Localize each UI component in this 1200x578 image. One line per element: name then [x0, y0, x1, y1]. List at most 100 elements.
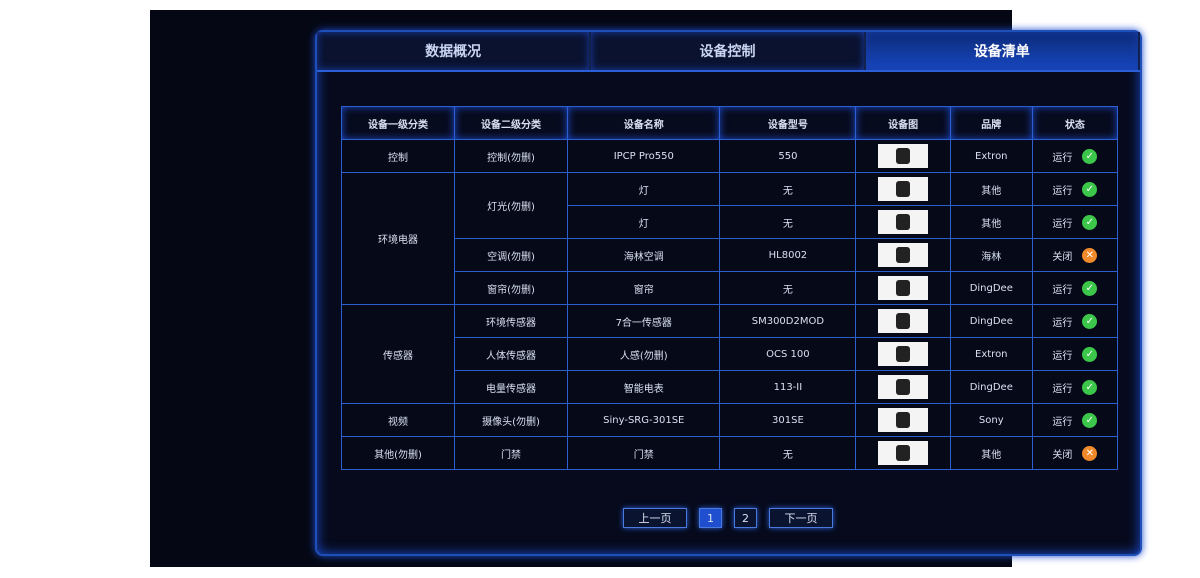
device-image-cell [855, 370, 951, 404]
device-model-cell: 301SE [719, 403, 857, 437]
device-image-cell [855, 337, 951, 371]
device-name-cell: 海林空调 [567, 238, 721, 272]
tab-device-list[interactable]: 设备清单 [865, 32, 1140, 70]
status-cell: 运行 ✓ [1031, 139, 1119, 173]
device-image [878, 375, 929, 399]
device-name-cell: 智能电表 [567, 370, 721, 404]
table-row: 其他(勿删) 门禁 门禁无其他 关闭 ✕ [340, 436, 1119, 470]
check-circle-icon: ✓ [1082, 379, 1098, 395]
column-header: 设备图 [855, 106, 951, 140]
device-image-cell [855, 172, 951, 206]
status-text: 运行 [1052, 383, 1073, 395]
x-circle-icon: ✕ [1082, 445, 1098, 461]
category-2-cell: 门禁 [454, 436, 569, 470]
status-cell: 关闭 ✕ [1031, 436, 1119, 470]
check-circle-icon: ✓ [1082, 148, 1098, 164]
status-text: 运行 [1052, 416, 1073, 428]
category-2-cell: 环境传感器 [454, 304, 569, 338]
status-text: 关闭 [1052, 449, 1073, 461]
device-image [878, 243, 929, 267]
category-1-cell: 控制 [340, 139, 456, 173]
device-image-cell [855, 238, 951, 272]
device-image [878, 342, 929, 366]
device-image [878, 309, 929, 333]
category-2-cell: 空调(勿删) [454, 238, 569, 272]
device-model-cell: HL8002 [719, 238, 857, 272]
device-image [878, 144, 929, 168]
brand-cell: 其他 [949, 436, 1033, 470]
app-panel: 数据概况 设备控制 设备清单 设备一级分类 设备二级分类 设备名称 设备型号 设备图 品牌… [150, 10, 1142, 567]
device-image [878, 210, 929, 234]
status-text: 运行 [1052, 317, 1073, 329]
device-image-cell [855, 403, 951, 437]
tab-data-overview[interactable]: 数据概况 [317, 32, 592, 70]
device-model-cell: OCS 100 [719, 337, 857, 371]
category-2-cell: 电量传感器 [454, 370, 569, 404]
device-image-cell [855, 436, 951, 470]
brand-cell: DingDee [949, 304, 1033, 338]
device-name-cell: IPCP Pro550 [567, 139, 721, 173]
main-frame: 数据概况 设备控制 设备清单 设备一级分类 设备二级分类 设备名称 设备型号 设备图 品牌… [315, 30, 1142, 556]
device-name-cell: Siny-SRG-301SE [567, 403, 721, 437]
device-model-cell: 113-II [719, 370, 857, 404]
prev-page-button[interactable]: 上一页 [623, 508, 687, 528]
check-circle-icon: ✓ [1082, 412, 1098, 428]
device-image-cell [855, 139, 951, 173]
device-image [878, 177, 929, 201]
device-model-cell: 无 [719, 271, 857, 305]
table-header: 设备一级分类 设备二级分类 设备名称 设备型号 设备图 品牌 状态 [340, 106, 1119, 140]
page-1-button[interactable]: 1 [699, 508, 722, 528]
brand-cell: Extron [949, 337, 1033, 371]
category-2-cell: 控制(勿删) [454, 139, 569, 173]
status-text: 运行 [1052, 284, 1073, 296]
table-row: 传感器 环境传感器 7合一传感器 SM300D2MOD DingDee 运行 ✓ [340, 304, 1119, 404]
x-circle-icon: ✕ [1082, 247, 1098, 263]
device-name-cell: 灯 [567, 172, 721, 206]
category-2-cell: 灯光(勿删) [454, 172, 569, 239]
table-row: 环境电器 灯光(勿删) 灯无其他 运行 ✓ [340, 172, 1119, 305]
device-image-cell [855, 304, 951, 338]
brand-cell: DingDee [949, 370, 1033, 404]
category-1-cell: 其他(勿删) [340, 436, 456, 470]
table-row: 电量传感器 智能电表 113-II DingDee 运行 ✓ [342, 370, 1119, 404]
status-cell: 运行 ✓ [1031, 337, 1119, 371]
category-1-cell: 传感器 [340, 304, 456, 404]
column-header: 设备名称 [567, 106, 721, 140]
status-cell: 运行 ✓ [1031, 205, 1119, 239]
table-row: 人体传感器 人感(勿删) OCS 100 Extron 运行 ✓ [342, 337, 1119, 371]
check-circle-icon: ✓ [1082, 280, 1098, 296]
status-cell: 运行 ✓ [1031, 271, 1119, 305]
check-circle-icon: ✓ [1082, 346, 1098, 362]
category-1-cell: 视频 [340, 403, 456, 437]
column-header: 设备型号 [719, 106, 857, 140]
tab-device-control[interactable]: 设备控制 [591, 32, 866, 70]
next-page-button[interactable]: 下一页 [769, 508, 833, 528]
category-2-cell: 人体传感器 [454, 337, 569, 371]
brand-cell: 其他 [949, 172, 1033, 206]
device-name-cell: 人感(勿删) [567, 337, 721, 371]
tab-bar: 数据概况 设备控制 设备清单 [317, 32, 1140, 72]
status-cell: 运行 ✓ [1031, 370, 1119, 404]
device-model-cell: 无 [719, 205, 857, 239]
page-2-button[interactable]: 2 [734, 508, 757, 528]
device-model-cell: 550 [719, 139, 857, 173]
category-2-cell: 摄像头(勿删) [454, 403, 569, 437]
brand-cell: DingDee [949, 271, 1033, 305]
brand-cell: 其他 [949, 205, 1033, 239]
column-header: 状态 [1031, 106, 1119, 140]
device-name-cell: 7合一传感器 [567, 304, 721, 338]
pagination: 上一页 1 2 下一页 [623, 508, 833, 528]
status-text: 运行 [1052, 152, 1073, 164]
table-row: 窗帘(勿删) 窗帘无 DingDee 运行 ✓ [342, 271, 1119, 305]
category-2-cell: 窗帘(勿删) [454, 271, 569, 305]
check-circle-icon: ✓ [1082, 313, 1098, 329]
status-text: 运行 [1052, 185, 1073, 197]
device-model-cell: SM300D2MOD [719, 304, 857, 338]
device-image-cell [855, 271, 951, 305]
category-1-cell: 环境电器 [340, 172, 456, 305]
device-image [878, 408, 929, 432]
device-image [878, 441, 929, 465]
device-name-cell: 灯 [567, 205, 721, 239]
table-row: 控制 控制(勿删) IPCP Pro550 550 Extron 运行 ✓ [340, 139, 1119, 173]
brand-cell: Extron [949, 139, 1033, 173]
